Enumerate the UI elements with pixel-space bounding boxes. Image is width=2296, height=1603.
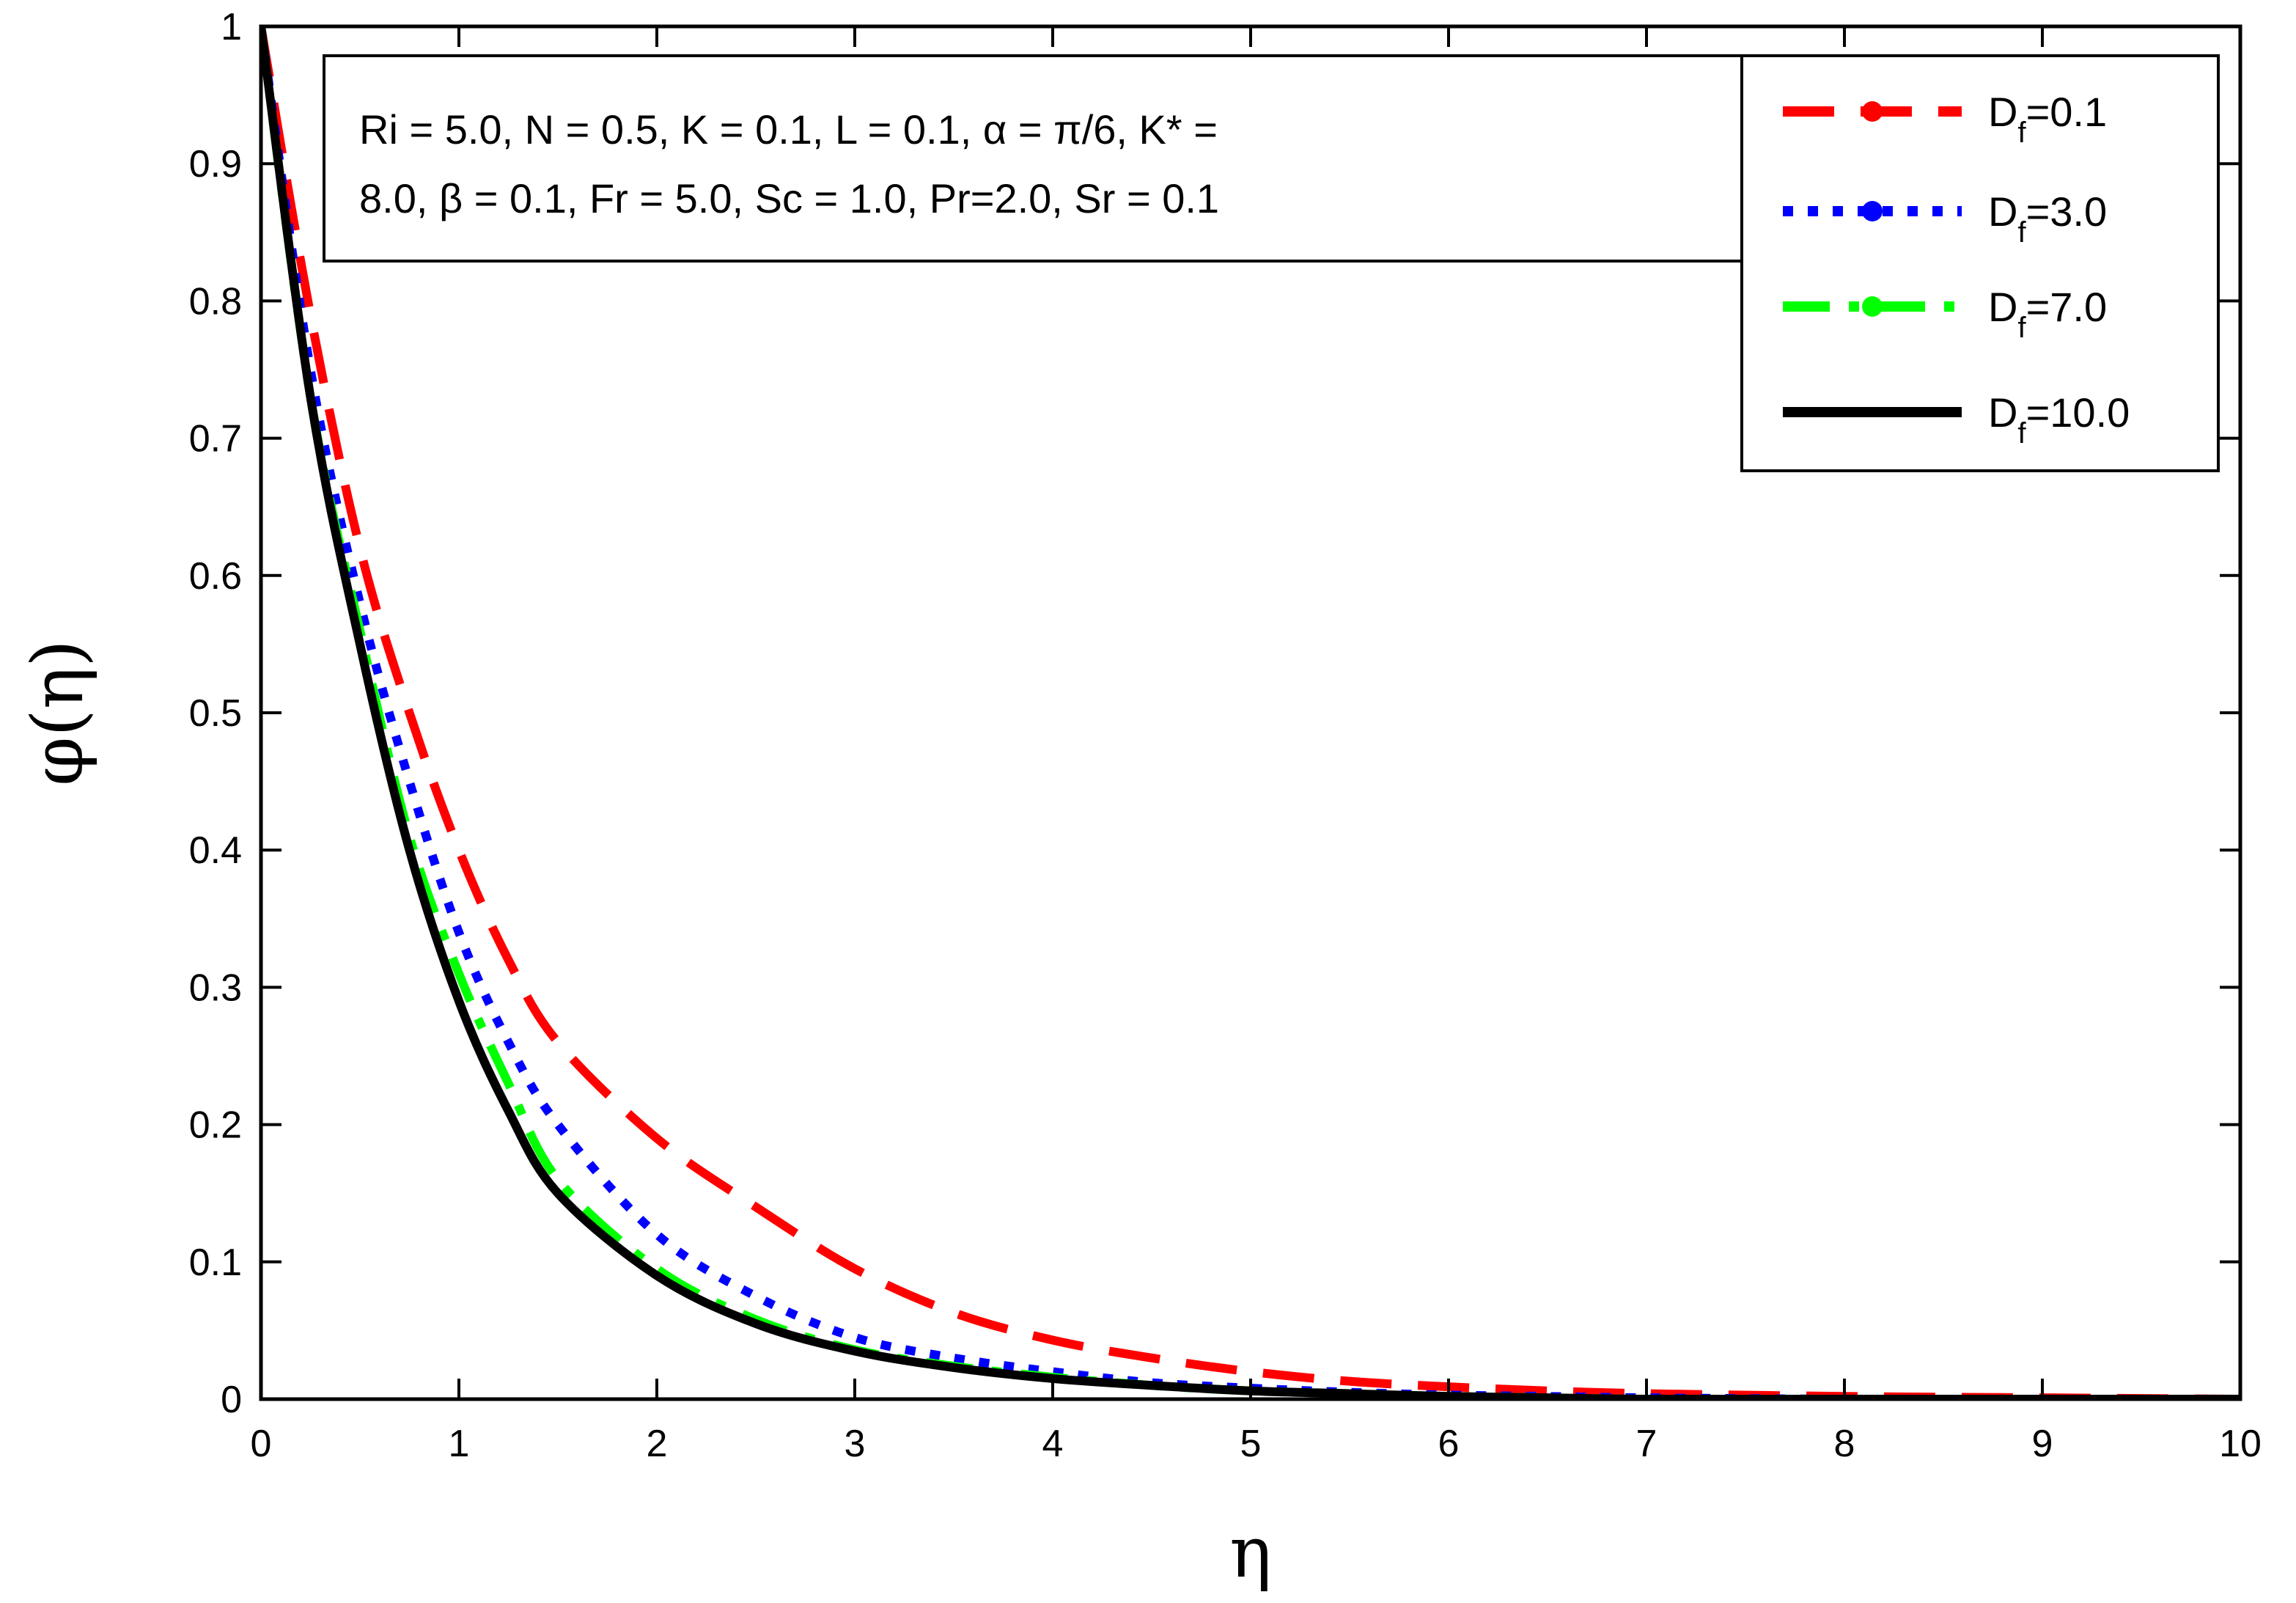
y-tick-label: 0.2 [189, 1104, 242, 1147]
series-line-1 [261, 26, 2240, 1399]
legend-marker-3 [1862, 296, 1883, 317]
y-axis-title: φ(η) [17, 639, 99, 786]
y-tick-label: 0.3 [189, 966, 242, 1009]
series-line-4 [261, 26, 2240, 1399]
annotation-box: Ri = 5.0, N = 0.5, K = 0.1, L = 0.1, α =… [323, 54, 1748, 263]
x-tick-label: 1 [449, 1423, 470, 1465]
x-tick-label: 0 [251, 1423, 272, 1465]
x-tick-label: 8 [1834, 1423, 1855, 1465]
x-tick-label: 3 [845, 1423, 866, 1465]
legend-label-4: Df=10.0 [1988, 389, 2130, 450]
x-tick-label: 6 [1438, 1423, 1460, 1465]
y-tick-label: 1 [221, 6, 242, 48]
annotation-line-2: 8.0, β = 0.1, Fr = 5.0, Sc = 1.0, Pr=2.0… [359, 175, 1219, 221]
legend-marker-1 [1862, 101, 1883, 122]
legend-label-2: Df=3.0 [1988, 188, 2107, 249]
legend-label-3: Df=7.0 [1988, 284, 2107, 344]
tick-layer: 0 1 2 3 4 5 6 7 8 9 10 0 0.1 0.2 0.3 0.4 0.5 0.6 0.7 0.8 0.9… [189, 6, 2262, 1465]
x-tick-label: 2 [647, 1423, 668, 1465]
y-tick-label: 0.9 [189, 143, 242, 186]
y-tick-label: 0 [221, 1379, 242, 1421]
x-axis-title: η [1229, 1511, 1272, 1593]
legend-marker-2 [1862, 201, 1883, 221]
y-tick-label: 0.7 [189, 418, 242, 461]
series-layer [261, 26, 2240, 1399]
y-tick-label: 0.6 [189, 555, 242, 598]
x-tick-label: 5 [1240, 1423, 1262, 1465]
x-tick-label: 7 [1636, 1423, 1657, 1465]
x-tick-label: 9 [2032, 1423, 2053, 1465]
x-tick-label: 4 [1042, 1423, 1064, 1465]
legend: Df=0.1 Df=3.0 Df=7.0 Df=10.0 [1740, 54, 2220, 472]
x-tick-label: 10 [2219, 1423, 2262, 1465]
legend-frame [1740, 54, 2220, 472]
legend-label-1: Df=0.1 [1988, 89, 2107, 149]
annotation-frame [323, 54, 1748, 263]
legend-items: Df=0.1 Df=3.0 Df=7.0 Df=10.0 [1783, 89, 2130, 450]
y-tick-label: 0.4 [189, 829, 242, 872]
y-tick-label: 0.5 [189, 692, 242, 735]
y-tick-label: 0.8 [189, 280, 242, 323]
annotation-line-1: Ri = 5.0, N = 0.5, K = 0.1, L = 0.1, α =… [359, 106, 1218, 153]
y-tick-label: 0.1 [189, 1241, 242, 1284]
